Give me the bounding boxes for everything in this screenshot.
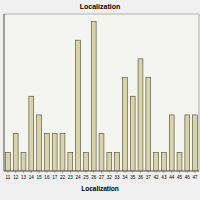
bar bbox=[52, 134, 57, 171]
bar bbox=[91, 21, 96, 171]
x-tick-label: 45 bbox=[177, 175, 183, 180]
bar bbox=[99, 134, 104, 171]
bar bbox=[115, 152, 120, 171]
chart-container: Localization 1112131415161722232425262732… bbox=[0, 0, 200, 200]
bar bbox=[138, 59, 143, 171]
x-axis-label: Localization bbox=[81, 185, 119, 192]
bar bbox=[5, 152, 10, 171]
bar bbox=[68, 152, 73, 171]
bar bbox=[146, 78, 151, 171]
x-tick-label: 15 bbox=[37, 175, 43, 180]
x-tick-label: 11 bbox=[6, 175, 11, 180]
bar bbox=[83, 152, 88, 171]
y-axis bbox=[4, 14, 5, 171]
bar bbox=[37, 115, 42, 171]
bar bbox=[76, 40, 81, 171]
title: Localization bbox=[80, 3, 120, 10]
x-tick-label: 35 bbox=[130, 175, 136, 180]
bar bbox=[44, 134, 49, 171]
x-tick-label: 16 bbox=[44, 175, 50, 180]
bars bbox=[5, 21, 197, 171]
x-tick-label: 25 bbox=[83, 175, 89, 180]
x-tick-label: 43 bbox=[161, 175, 167, 180]
x-tick-label: 26 bbox=[91, 175, 97, 180]
x-tick-label: 46 bbox=[185, 175, 191, 180]
x-tick-label: 24 bbox=[76, 175, 82, 180]
x-tick-label: 33 bbox=[115, 175, 121, 180]
bar bbox=[154, 152, 159, 171]
bar bbox=[60, 134, 65, 171]
bar bbox=[29, 96, 34, 171]
x-tick-label: 47 bbox=[193, 175, 199, 180]
bar bbox=[13, 134, 18, 171]
x-tick-label: 42 bbox=[154, 175, 160, 180]
x-axis bbox=[4, 171, 199, 172]
bar bbox=[169, 115, 174, 171]
bar bbox=[21, 152, 26, 171]
x-tick-label: 27 bbox=[99, 175, 105, 180]
chart-svg: Localization 1112131415161722232425262732… bbox=[0, 0, 200, 200]
bar bbox=[185, 115, 190, 171]
x-tick-label: 13 bbox=[21, 175, 27, 180]
bar bbox=[161, 152, 166, 171]
x-tick-label: 23 bbox=[68, 175, 74, 180]
x-tick-label: 14 bbox=[29, 175, 35, 180]
x-tick-label: 44 bbox=[169, 175, 175, 180]
plot-frame bbox=[4, 14, 199, 171]
x-tick-label: 17 bbox=[52, 175, 58, 180]
x-tick-label: 37 bbox=[146, 175, 152, 180]
x-tick-label: 32 bbox=[107, 175, 113, 180]
bar bbox=[130, 96, 135, 171]
x-tick-label: 22 bbox=[60, 175, 66, 180]
x-tick-label: 36 bbox=[138, 175, 144, 180]
x-tick-label: 12 bbox=[13, 175, 19, 180]
bar bbox=[122, 78, 127, 171]
bar bbox=[177, 152, 182, 171]
x-tick-label: 34 bbox=[122, 175, 128, 180]
bar bbox=[107, 152, 112, 171]
bar bbox=[193, 115, 198, 171]
